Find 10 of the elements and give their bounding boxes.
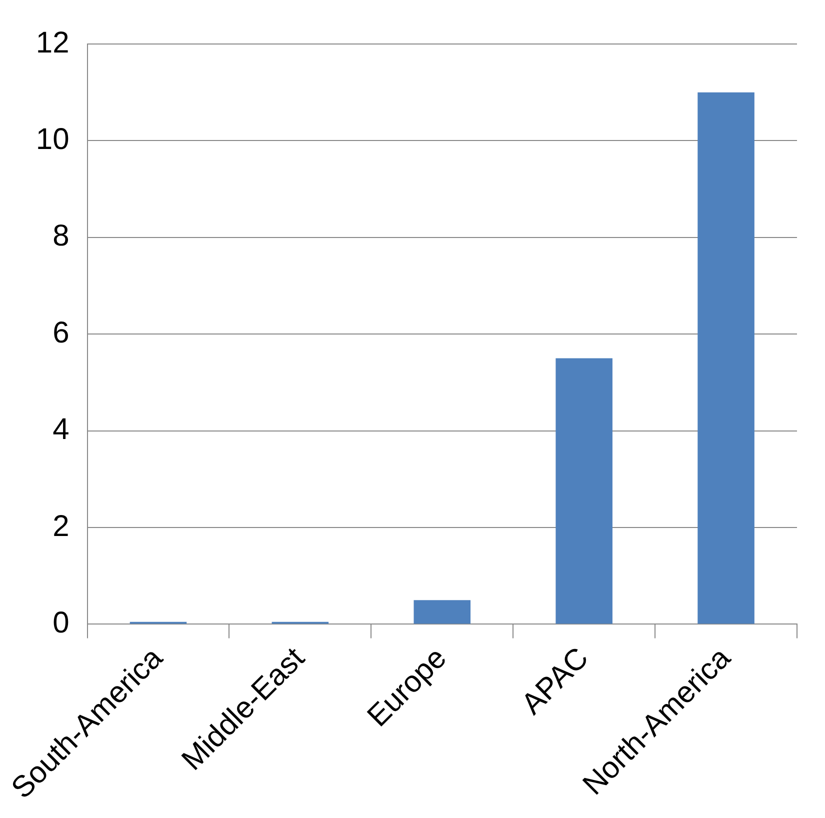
y-tick-label: 6 bbox=[52, 316, 70, 350]
y-tick-label: 0 bbox=[52, 606, 70, 640]
bar bbox=[556, 358, 612, 624]
y-tick-label: 8 bbox=[52, 220, 70, 253]
bar bbox=[698, 92, 754, 624]
y-tick-label: 4 bbox=[52, 413, 70, 446]
y-tick-label: 2 bbox=[52, 510, 70, 543]
y-tick-label: 10 bbox=[36, 122, 70, 156]
bar bbox=[414, 600, 471, 624]
y-tick-label: 12 bbox=[36, 26, 70, 60]
